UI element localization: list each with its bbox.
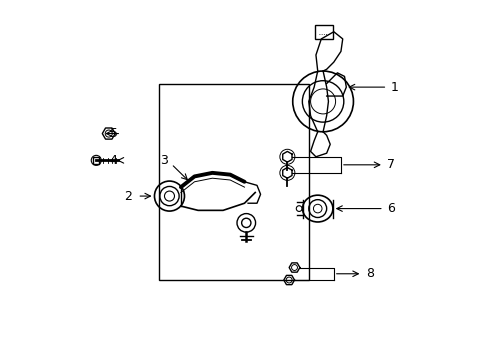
Bar — [159, 84, 308, 280]
Text: 3: 3 — [160, 154, 167, 167]
Bar — [315, 25, 332, 39]
Text: 5: 5 — [109, 127, 118, 140]
Text: 6: 6 — [386, 202, 394, 215]
Text: 8: 8 — [365, 267, 373, 280]
Text: 4: 4 — [110, 154, 118, 167]
Text: 7: 7 — [386, 158, 395, 171]
Text: 1: 1 — [390, 81, 398, 94]
Text: 2: 2 — [124, 190, 132, 203]
